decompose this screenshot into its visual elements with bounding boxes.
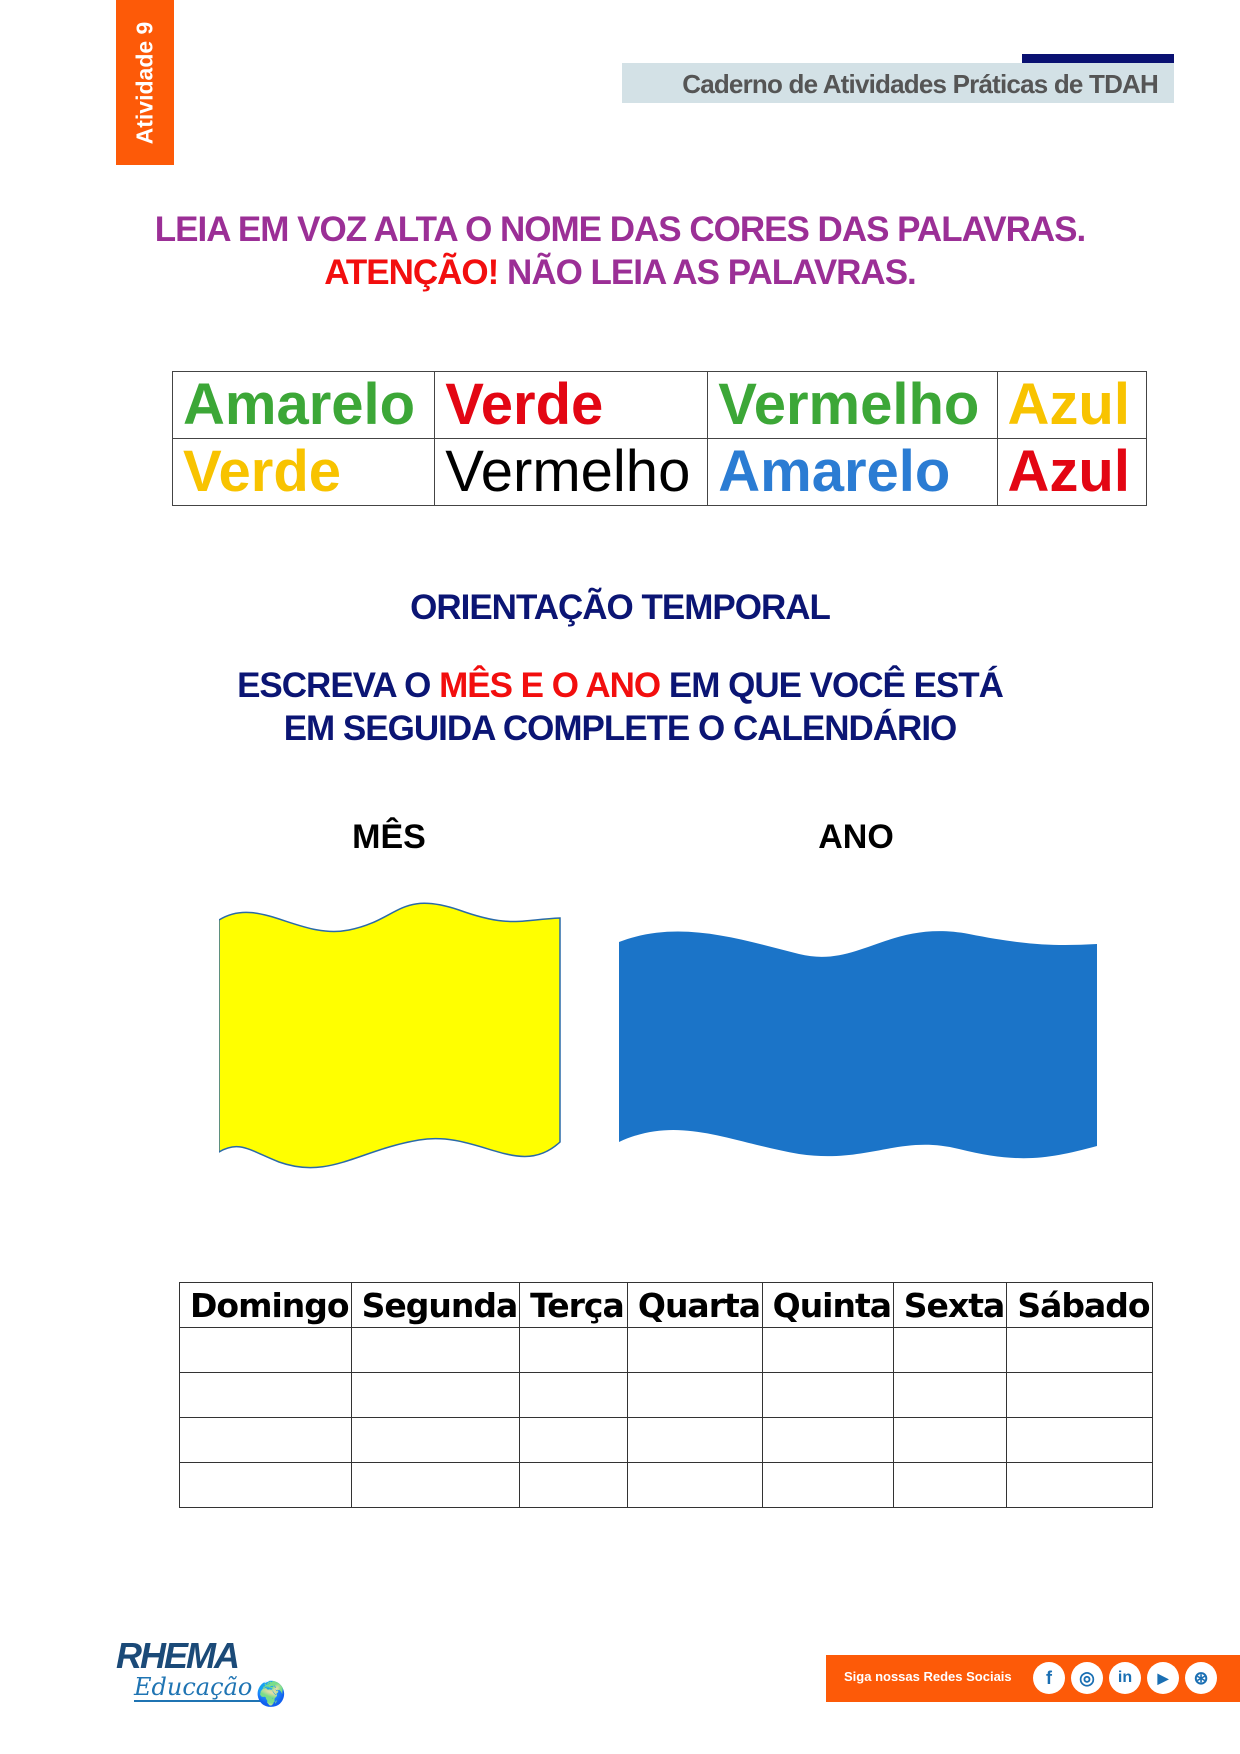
header-accent-bar: [1022, 54, 1174, 63]
calendar-cell[interactable]: [350, 1327, 521, 1373]
instruction-line-1: LEIA EM VOZ ALTA O NOME DAS CORES DAS PA…: [154, 210, 1086, 249]
text: EM QUE VOCÊ ESTÁ: [660, 666, 1004, 705]
calendar-cell[interactable]: [626, 1462, 763, 1508]
calendar-cell[interactable]: [179, 1417, 352, 1463]
calendar-cell[interactable]: [761, 1417, 894, 1463]
calendar-cell[interactable]: [761, 1327, 894, 1373]
instruction-line-2: ATENÇÃO! NÃO LEIA AS PALAVRAS.: [0, 253, 1240, 293]
color-word: Amarelo: [707, 438, 998, 506]
calendar-cell[interactable]: [519, 1462, 628, 1508]
calendar-cell[interactable]: [179, 1462, 352, 1508]
calendar-cell[interactable]: [179, 1372, 352, 1418]
linkedin-icon[interactable]: in: [1109, 1662, 1141, 1694]
calendar-week-row: [179, 1327, 1153, 1373]
calendar-cell[interactable]: [1006, 1462, 1153, 1508]
calendar-week-row: [179, 1417, 1153, 1463]
facebook-icon[interactable]: f: [1033, 1662, 1065, 1694]
calendar-cell[interactable]: [626, 1327, 763, 1373]
calendar-cell[interactable]: [892, 1327, 1008, 1373]
calendar-cell[interactable]: [761, 1462, 894, 1508]
instagram-icon[interactable]: ◎: [1071, 1662, 1103, 1694]
calendar-cell[interactable]: [519, 1372, 628, 1418]
day-header: Terça: [519, 1282, 628, 1328]
calendar-cell[interactable]: [519, 1417, 628, 1463]
calendar-cell[interactable]: [892, 1417, 1008, 1463]
day-header: Quarta: [626, 1282, 763, 1328]
calendar-cell[interactable]: [350, 1417, 521, 1463]
section-line-1: ESCREVA O MÊS E O ANO EM QUE VOCÊ ESTÁ: [0, 666, 1240, 706]
color-word: Amarelo: [171, 371, 436, 439]
calendar-cell[interactable]: [626, 1417, 763, 1463]
activity-tab: Atividade 9: [116, 0, 174, 165]
calendar-cell[interactable]: [179, 1327, 352, 1373]
calendar-cell[interactable]: [626, 1372, 763, 1418]
calendar-cell[interactable]: [892, 1372, 1008, 1418]
day-header: Domingo: [179, 1282, 352, 1328]
color-words-table: Amarelo Verde Vermelho Azul Verde Vermelho Ama…: [171, 371, 1147, 506]
section-line-2: EM SEGUIDA COMPLETE O CALENDÁRIO: [283, 709, 958, 748]
calendar-cell[interactable]: [350, 1462, 521, 1508]
youtube-icon[interactable]: ▶: [1147, 1662, 1179, 1694]
year-write-box[interactable]: [619, 924, 1099, 1164]
color-row: Amarelo Verde Vermelho Azul: [171, 371, 1147, 439]
color-row: Verde Vermelho Amarelo Azul: [171, 438, 1147, 506]
section-title: ORIENTAÇÃO TEMPORAL: [410, 588, 831, 627]
rhema-logo: RHEMA Educação 🌍: [116, 1635, 296, 1709]
color-word: Verde: [171, 438, 436, 506]
highlight-text: MÊS E O ANO: [439, 666, 661, 705]
calendar-cell[interactable]: [1006, 1372, 1153, 1418]
calendar-table: Domingo Segunda Terça Quarta Quinta Sexta Sába…: [179, 1282, 1153, 1508]
calendar-cell[interactable]: [892, 1462, 1008, 1508]
social-footer: Siga nossas Redes Sociais f ◎ in ▶ ⊛: [826, 1655, 1240, 1702]
dribbble-icon[interactable]: ⊛: [1185, 1662, 1217, 1694]
color-word: Verde: [434, 371, 709, 439]
text: ESCREVA O: [237, 666, 440, 705]
calendar-cell[interactable]: [519, 1327, 628, 1373]
color-word: Vermelho: [707, 371, 998, 439]
day-header: Segunda: [350, 1282, 521, 1328]
activity-label: Atividade 9: [131, 21, 158, 144]
calendar-week-row: [179, 1462, 1153, 1508]
year-label: ANO: [818, 818, 894, 856]
calendar-cell[interactable]: [761, 1372, 894, 1418]
calendar-week-row: [179, 1372, 1153, 1418]
color-word: Azul: [996, 371, 1147, 439]
month-label: MÊS: [352, 818, 426, 856]
day-header: Sexta: [892, 1282, 1008, 1328]
calendar-cell[interactable]: [1006, 1417, 1153, 1463]
header-title: Caderno de Atividades Práticas de TDAH: [682, 69, 1159, 99]
calendar-cell[interactable]: [1006, 1327, 1153, 1373]
social-label: Siga nossas Redes Sociais: [844, 1669, 1012, 1684]
logo-text: RHEMA: [116, 1635, 240, 1676]
instruction-rest: NÃO LEIA AS PALAVRAS.: [498, 253, 917, 292]
month-write-box[interactable]: [219, 900, 564, 1175]
day-header: Quinta: [761, 1282, 894, 1328]
color-word: Vermelho: [434, 438, 709, 506]
color-word: Azul: [996, 438, 1147, 506]
globe-icon: 🌍: [256, 1681, 286, 1708]
attention-text: ATENÇÃO!: [324, 253, 499, 292]
calendar-cell[interactable]: [350, 1372, 521, 1418]
header-banner: Caderno de Atividades Práticas de TDAH: [622, 63, 1174, 103]
day-header: Sábado: [1006, 1282, 1153, 1328]
logo-subtext: Educação: [134, 1674, 264, 1702]
